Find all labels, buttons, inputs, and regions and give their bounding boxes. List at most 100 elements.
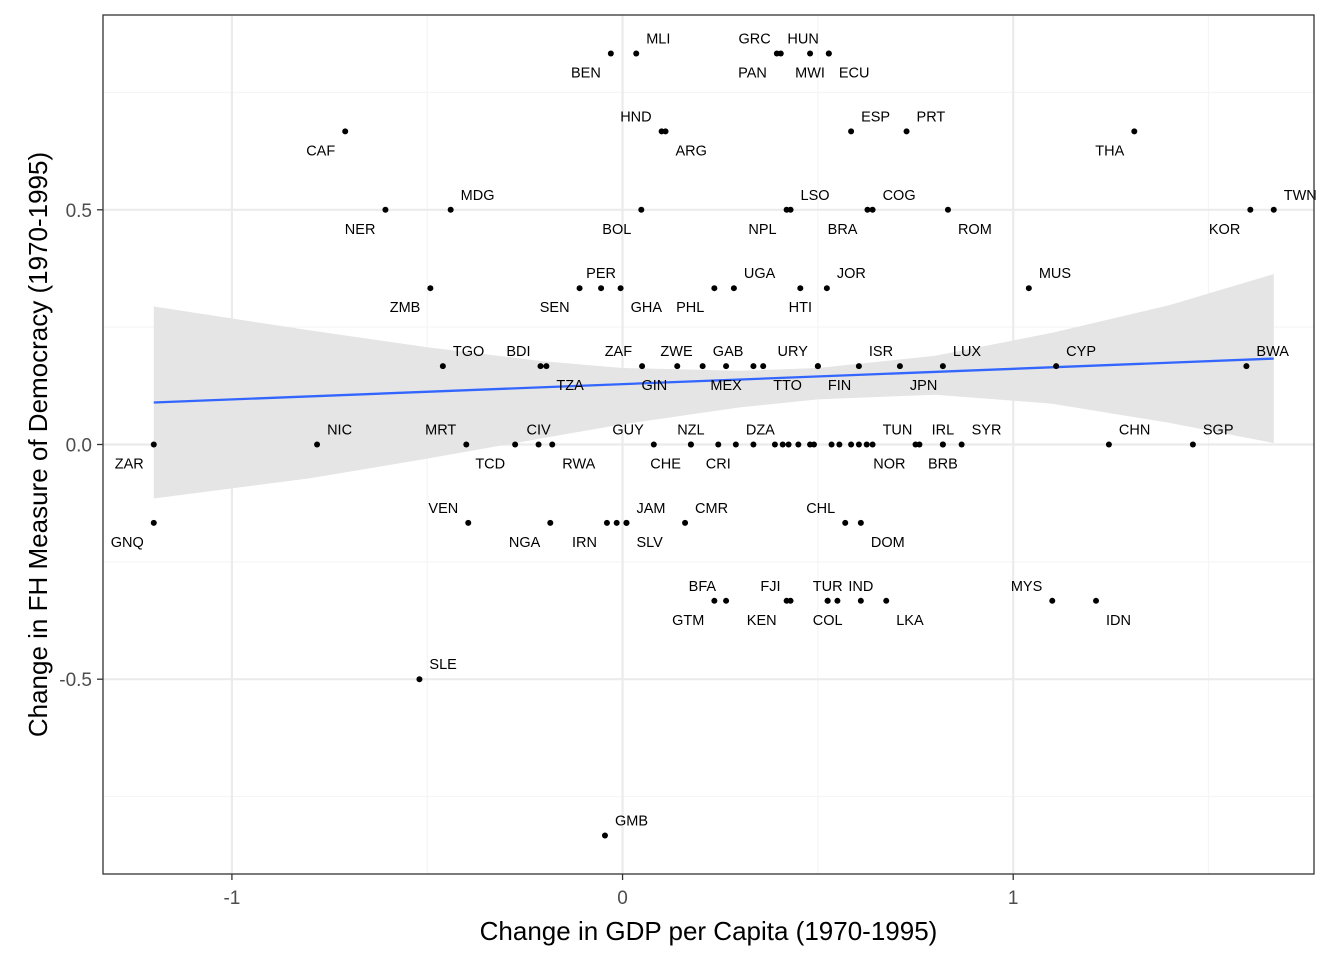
data-point-lso [787, 206, 794, 213]
data-point-nga [547, 519, 554, 526]
data-point [750, 441, 757, 448]
data-point-hti [797, 285, 804, 292]
point-label-per: PER [586, 266, 616, 282]
data-point-bfa [723, 597, 730, 604]
data-point-chl [842, 519, 849, 526]
data-point-ner [382, 206, 389, 213]
point-label-bwa: BWA [1256, 344, 1289, 360]
point-label-mex: MEX [710, 378, 742, 394]
point-label-tur: TUR [813, 579, 843, 595]
data-point-chn [1105, 441, 1112, 448]
point-label-arg: ARG [676, 143, 707, 159]
point-label-caf: CAF [306, 143, 335, 159]
data-point-cri [715, 441, 722, 448]
data-point [855, 441, 862, 448]
data-point-col [824, 597, 831, 604]
data-point-dza [732, 441, 739, 448]
data-point-gab [750, 363, 757, 370]
data-point-slv [623, 519, 630, 526]
point-label-prt: PRT [917, 109, 946, 125]
data-point-lux [939, 363, 946, 370]
point-label-rom: ROM [958, 222, 992, 238]
point-label-zwe: ZWE [660, 344, 693, 360]
data-point-sgp [1189, 441, 1196, 448]
point-label-nic: NIC [327, 423, 352, 439]
data-point-zwe [699, 363, 706, 370]
point-label-tcd: TCD [475, 457, 505, 473]
data-point-prt [903, 128, 910, 135]
data-point-gnq [150, 519, 157, 526]
point-label-hun: HUN [787, 31, 818, 47]
point-label-zmb: ZMB [390, 300, 421, 316]
point-label-dom: DOM [871, 535, 905, 551]
data-point-mex [723, 363, 730, 370]
confidence-band [153, 274, 1274, 499]
data-points [150, 50, 1277, 839]
data-point-dom [857, 519, 864, 526]
point-label-mus: MUS [1039, 266, 1071, 282]
data-point-mus [1025, 285, 1032, 292]
data-point [848, 441, 855, 448]
point-label-gtm: GTM [672, 613, 704, 629]
data-point-irn [603, 519, 610, 526]
point-label-idn: IDN [1106, 613, 1131, 629]
data-point-idn [1093, 597, 1100, 604]
point-label-lka: LKA [896, 613, 924, 629]
data-point-brb [939, 441, 946, 448]
data-point-tha [1131, 128, 1138, 135]
data-point-ecu [825, 50, 832, 57]
data-point-gtm [711, 597, 718, 604]
point-label-ken: KEN [747, 613, 777, 629]
data-point-twn [1270, 206, 1277, 213]
data-point-gin [674, 363, 681, 370]
data-point-civ [535, 441, 542, 448]
y-tick-label: 0.0 [66, 436, 92, 457]
data-point-zaf [639, 363, 646, 370]
data-point-isr [855, 363, 862, 370]
point-label-tgo: TGO [453, 344, 484, 360]
point-label-gab: GAB [713, 344, 744, 360]
data-point-bol [638, 206, 645, 213]
data-point [863, 441, 870, 448]
data-point-arg [662, 128, 669, 135]
data-point-tto [760, 363, 767, 370]
data-point [836, 441, 843, 448]
point-label-zar: ZAR [115, 457, 144, 473]
x-tick-label: 1 [1008, 888, 1019, 909]
point-label-tun: TUN [883, 423, 913, 439]
data-point [771, 441, 778, 448]
x-tick-label: 0 [617, 888, 628, 909]
point-label-bol: BOL [602, 222, 631, 238]
point-label-rwa: RWA [562, 457, 595, 473]
data-point-caf [342, 128, 349, 135]
x-axis-ticks: -1 0 1 [223, 874, 1018, 909]
data-point-tun [869, 441, 876, 448]
data-point-jor [823, 285, 830, 292]
point-label-syr: SYR [972, 423, 1002, 439]
y-tick-label: -0.5 [59, 670, 92, 691]
point-label-phl: PHL [676, 300, 704, 316]
point-label-cmr: CMR [695, 501, 728, 517]
point-label-npl: NPL [748, 222, 776, 238]
data-point-rwa [549, 441, 556, 448]
data-point-phl [711, 285, 718, 292]
data-point-mrt [463, 441, 470, 448]
point-label-mli: MLI [646, 31, 670, 47]
data-point [795, 441, 802, 448]
point-label-sen: SEN [540, 300, 570, 316]
data-point-cmr [682, 519, 689, 526]
point-label-gha: GHA [631, 300, 663, 316]
point-label-dza: DZA [746, 423, 775, 439]
point-label-isr: ISR [869, 344, 893, 360]
point-label-hnd: HND [620, 109, 651, 125]
data-point-bwa [1243, 363, 1250, 370]
point-label-irn: IRN [572, 535, 597, 551]
data-point-guy [650, 441, 657, 448]
data-point-tza [543, 363, 550, 370]
data-point-bra [864, 206, 871, 213]
point-label-zaf: ZAF [605, 344, 633, 360]
point-label-tto: TTO [773, 378, 802, 394]
y-axis-title: Change in FH Measure of Democracy (1970-… [23, 152, 53, 737]
data-point-sle [416, 676, 423, 683]
data-point [785, 441, 792, 448]
